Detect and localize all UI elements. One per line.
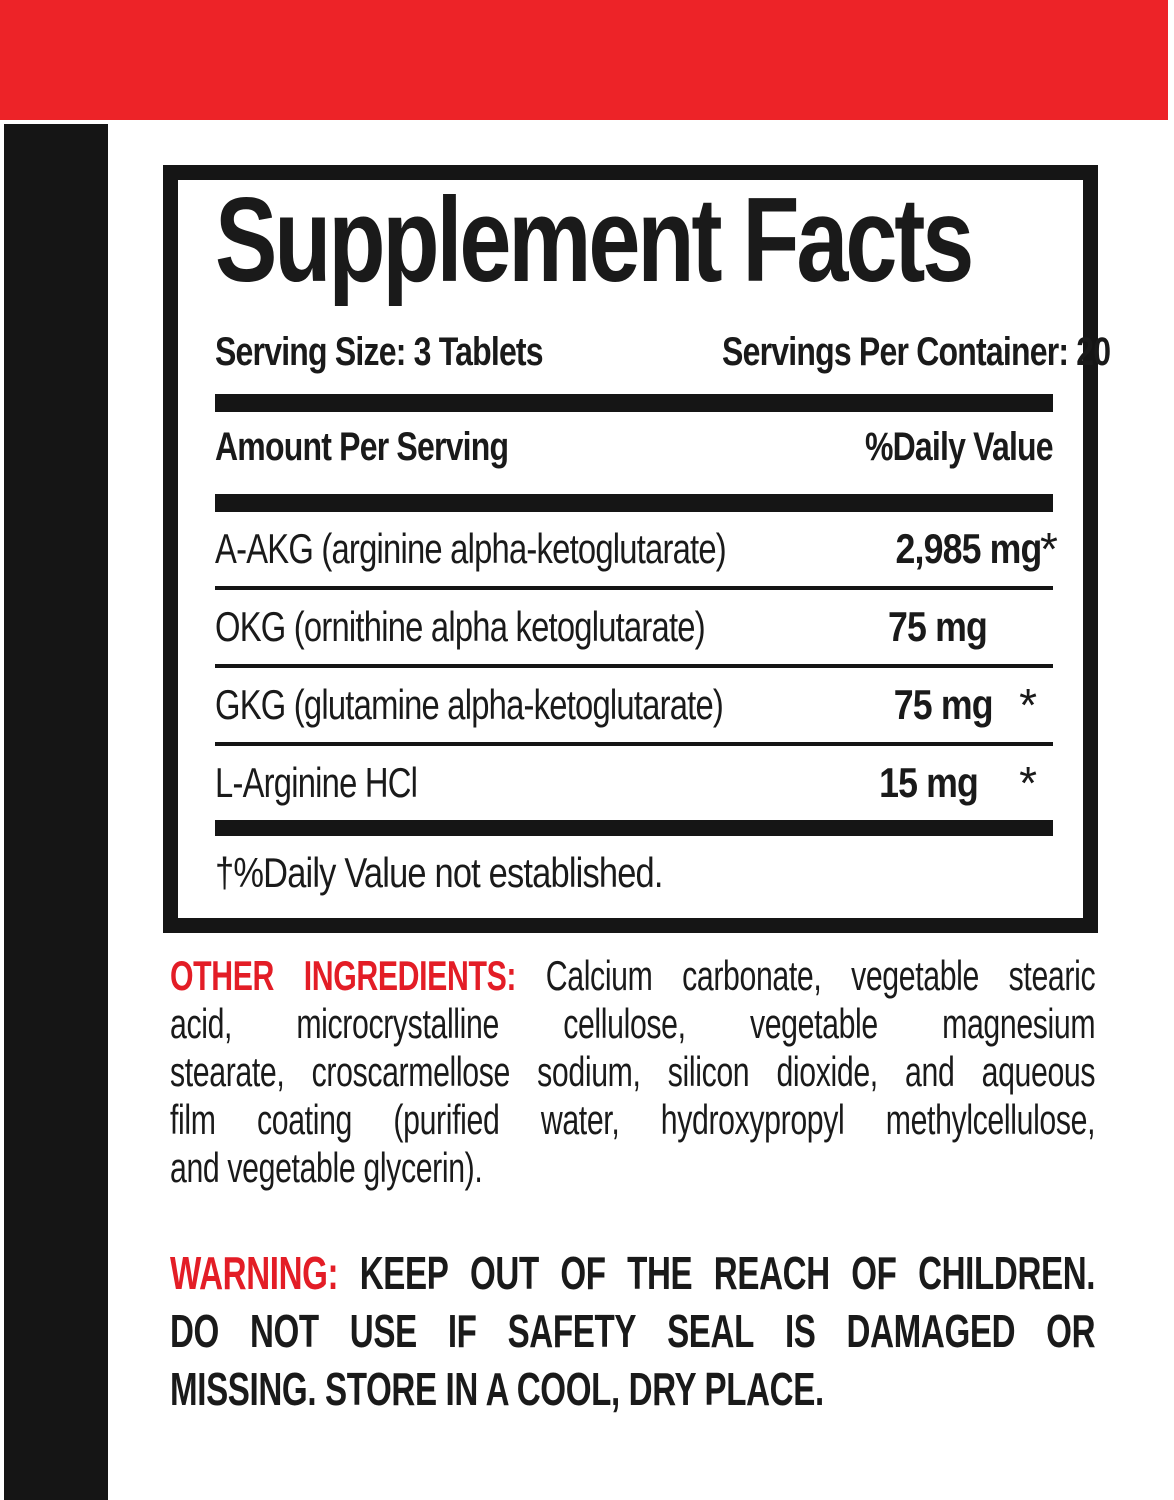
serving-size: Serving Size: 3 Tablets bbox=[215, 330, 544, 374]
ingredient-row: A-AKG (arginine alpha-ketoglutarate) 2,98… bbox=[215, 512, 1058, 586]
panel-title: Supplement Facts bbox=[215, 173, 974, 307]
amount-per-serving-header: Amount Per Serving bbox=[215, 424, 509, 469]
ingredient-row: OKG (ornithine alpha ketoglutarate) 75 mg bbox=[215, 590, 1053, 664]
divider-thick bbox=[215, 820, 1053, 836]
warning-paragraph: WARNING: KEEP OUT OF THE REACH OF CHILDREN. DO NO… bbox=[170, 1246, 1096, 1420]
paragraph-line: and vegetable glycerin). bbox=[170, 1144, 483, 1191]
table-header-row: Amount Per Serving %Daily Value bbox=[215, 422, 1054, 472]
ingredient-daily-value: * bbox=[1040, 523, 1058, 575]
paragraph-line: film coating (purified water, hydroxypropyl m… bbox=[170, 1096, 1096, 1143]
ingredient-amount: 75 mg bbox=[888, 603, 988, 650]
ingredient-amount: 15 mg bbox=[879, 759, 979, 806]
ingredient-name: A-AKG (arginine alpha-ketoglutarate) bbox=[215, 525, 727, 572]
servings-per-container: Servings Per Container: 20 bbox=[721, 330, 1111, 374]
paragraph-line: DO NOT USE IF SAFETY SEAL IS DAMAGED OR bbox=[170, 1305, 1096, 1357]
ingredient-name: GKG (glutamine alpha-ketoglutarate) bbox=[215, 681, 724, 728]
supplement-facts-panel: Supplement Facts Serving Size: 3 Tablets… bbox=[163, 165, 1111, 933]
daily-value-header: %Daily Value bbox=[865, 424, 1054, 469]
paragraph-line: MISSING. STORE IN A COOL, DRY PLACE. bbox=[170, 1363, 824, 1415]
paragraph-line: WARNING: KEEP OUT OF THE REACH OF CHILDREN. bbox=[170, 1247, 1096, 1299]
daily-value-footnote: †%Daily Value not established. bbox=[215, 849, 663, 896]
row-separator bbox=[215, 586, 1053, 590]
other-ingredients-paragraph: OTHER INGREDIENTS: Calcium carbonate, vegeta… bbox=[170, 952, 1096, 1192]
row-separator bbox=[215, 742, 1053, 746]
paragraph-label: INGREDIENTS: bbox=[303, 952, 517, 999]
top-red-band bbox=[0, 0, 1168, 120]
ingredient-daily-value: * bbox=[1019, 679, 1037, 731]
paragraph-line: OTHER INGREDIENTS: Calcium carbonate, vegeta… bbox=[170, 952, 1096, 999]
ingredient-row: GKG (glutamine alpha-ketoglutarate) 75 mg… bbox=[215, 668, 1053, 742]
paragraph-label: WARNING: bbox=[170, 1247, 339, 1299]
ingredient-name: OKG (ornithine alpha ketoglutarate) bbox=[215, 603, 706, 650]
paragraph-label: OTHER bbox=[170, 952, 275, 999]
ingredient-name: L-Arginine HCl bbox=[215, 759, 418, 806]
ingredient-row: L-Arginine HCl 15 mg * bbox=[215, 746, 1053, 820]
divider-thick bbox=[215, 494, 1053, 512]
row-separator bbox=[215, 664, 1053, 668]
paragraph-line: acid, microcrystalline cellulose, vegetable… bbox=[170, 1000, 1096, 1047]
ingredient-rows: A-AKG (arginine alpha-ketoglutarate) 2,98… bbox=[215, 512, 1058, 820]
ingredient-amount: 75 mg bbox=[894, 681, 994, 728]
serving-row: Serving Size: 3 Tablets Servings Per Con… bbox=[215, 330, 1111, 382]
divider-thick bbox=[215, 394, 1053, 412]
ingredient-amount: 2,985 mg bbox=[895, 525, 1043, 572]
paragraph-line: stearate, croscarmellose sodium, silicon dio… bbox=[170, 1048, 1096, 1095]
ingredient-daily-value: * bbox=[1019, 757, 1037, 809]
left-black-band bbox=[4, 124, 108, 1500]
